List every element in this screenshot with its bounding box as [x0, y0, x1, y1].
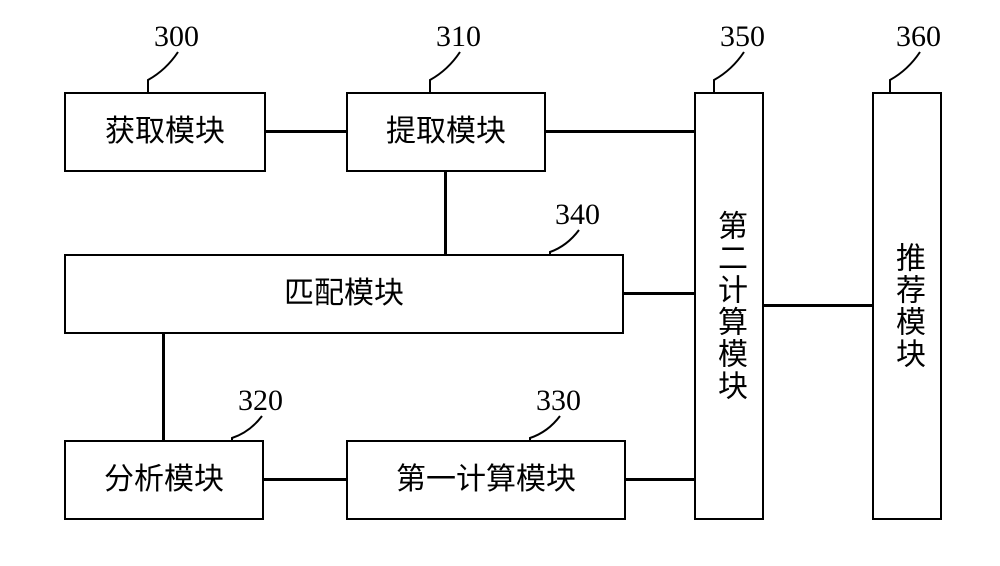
edge-340-350 — [624, 292, 694, 295]
edge-350-360 — [764, 304, 872, 307]
leader-320 — [232, 416, 262, 440]
edge-300-310 — [266, 130, 346, 133]
leader-350 — [714, 52, 744, 92]
leader-340 — [550, 230, 579, 254]
edge-310-350 — [546, 130, 694, 133]
edge-330-350 — [626, 478, 694, 481]
leader-lines — [0, 0, 1000, 566]
edge-320-330 — [264, 478, 346, 481]
leader-360 — [890, 52, 920, 92]
leader-330 — [530, 416, 560, 440]
leader-310 — [430, 52, 460, 92]
edge-310-340 — [444, 172, 447, 254]
edge-340-320 — [162, 334, 165, 440]
leader-300 — [148, 52, 178, 92]
